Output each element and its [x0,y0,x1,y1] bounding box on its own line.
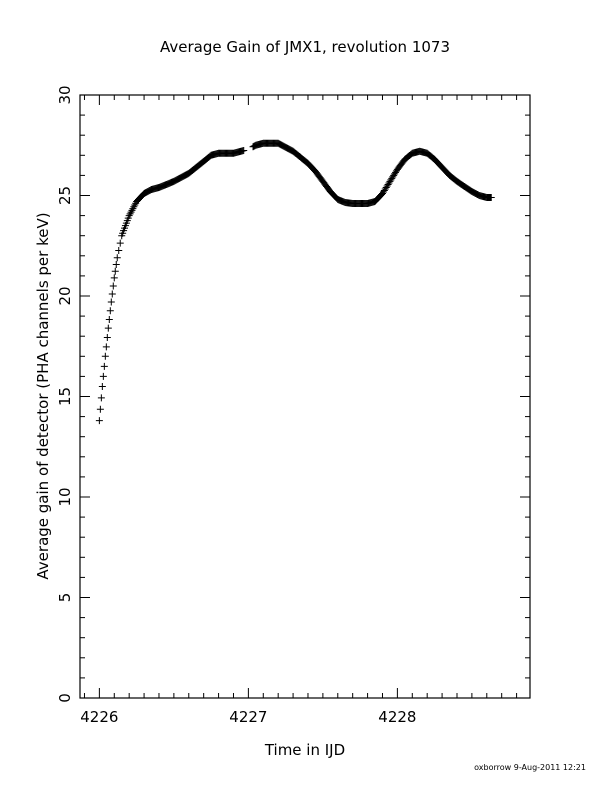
data-point [128,206,136,214]
data-point [105,315,113,323]
data-point [107,298,115,306]
y-axis: 0 5 10 15 20 25 30 [56,85,530,703]
data-point [129,205,137,213]
y-tick-label: 25 [56,186,74,205]
x-tick-label: 4228 [378,708,416,726]
chart-title: Average Gain of JMX1, revolution 1073 [160,38,450,56]
data-point [111,267,119,275]
x-axis: 4226 4227 4228 [80,95,518,726]
y-tick-label: 30 [56,85,74,104]
y-tick-label: 20 [56,286,74,305]
data-point [101,352,109,360]
data-point [127,208,135,216]
data-point [125,212,133,220]
data-point [102,343,110,351]
x-axis-label: Time in IJD [264,741,345,759]
data-point [240,147,248,155]
data-point [110,274,118,282]
y-tick-label: 15 [56,387,74,406]
data-point [131,201,139,209]
data-point [100,362,108,370]
data-point [113,254,121,262]
x-tick-label: 4226 [80,708,118,726]
data-series [95,139,495,425]
y-axis-label: Average gain of detector (PHA channels p… [34,212,52,579]
data-point [112,261,120,269]
data-point [108,290,116,298]
data-point [99,372,107,380]
data-point [115,246,123,254]
data-point [116,239,124,247]
x-tick-label: 4227 [229,708,267,726]
data-point [103,334,111,342]
data-point [97,394,105,402]
data-point [96,405,104,413]
data-point [130,203,138,211]
y-tick-label: 0 [56,693,74,703]
footer-stamp: oxborrow 9-Aug-2011 12:21 [474,763,586,772]
y-tick-label: 10 [56,487,74,506]
y-tick-label: 5 [56,593,74,603]
data-point [104,324,112,332]
data-point [95,417,103,425]
data-point [126,210,134,218]
data-point [109,282,117,290]
data-point [98,382,106,390]
data-point [106,307,114,315]
data-point [487,194,495,202]
